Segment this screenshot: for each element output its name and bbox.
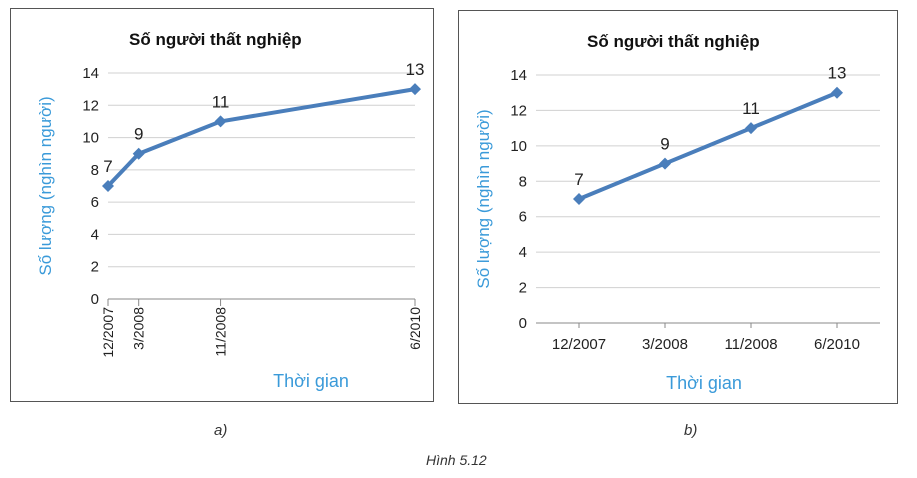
y-tick-label: 0 [519,315,527,332]
series-line [106,87,416,188]
y-axis-title: Số lượng (nghìn người) [36,96,55,275]
y-tick-label: 8 [519,173,527,190]
y-axis-title: Số lượng (nghìn người) [474,109,493,288]
data-point [573,193,585,205]
line-chart-b: 0 2 4 6 8 10 12 14 12/2007 3/2008 11/2008 6/2010 7 9 1… [474,64,880,393]
y-tick-label: 2 [91,259,99,276]
panel-label-a: a) [214,422,228,439]
data-label: 7 [574,170,583,189]
x-tick-label: 6/2010 [814,336,860,353]
y-tick-label: 14 [82,65,99,82]
y-tick-label: 10 [82,130,99,147]
x-tick-label: 11/2008 [724,336,777,353]
chart-panel-b: Số người thất nghiệp 0 2 4 6 8 10 12 14 12/2007 3… [458,10,898,404]
x-tick-label: 3/2008 [642,336,688,353]
x-tick-label: 6/2010 [407,307,423,350]
y-tick-label: 6 [91,194,99,211]
line-chart-a: 0 2 4 6 8 10 12 14 12/2007 3/2008 11/2008 6/2010 7 9 1… [36,60,425,391]
x-tick-label: 12/2007 [100,307,116,358]
x-axis-title: Thời gian [666,373,742,393]
data-label: 11 [212,92,230,111]
data-label: 11 [742,99,760,118]
series-line [578,90,838,201]
data-point [745,122,757,135]
data-point [831,86,843,99]
figure-caption: Hình 5.12 [426,452,487,468]
x-tick-label: 11/2008 [213,307,229,357]
y-tick-label: 10 [510,138,527,155]
data-point [409,83,421,96]
chart-title: Số người thất nghiệp [587,32,760,51]
x-axis-title: Thời gian [273,371,349,391]
data-label: 7 [103,157,112,176]
chart-panel-a: Số người thất nghiệp 0 2 4 6 8 10 12 14 12/2007 3… [10,8,434,402]
data-label: 9 [660,135,669,154]
data-point [659,157,671,170]
data-point [102,180,114,192]
y-tick-label: 4 [91,226,99,243]
y-tick-label: 12 [510,102,527,119]
x-tick-label: 12/2007 [552,336,606,353]
y-tick-label: 12 [82,97,99,114]
y-tick-label: 4 [519,244,527,261]
data-label: 13 [406,60,425,79]
data-label: 9 [134,125,143,144]
x-tick-label: 3/2008 [131,307,147,350]
y-tick-label: 8 [91,162,99,179]
chart-title: Số người thất nghiệp [129,30,302,49]
y-tick-label: 6 [519,209,527,226]
data-label: 13 [828,64,847,83]
data-point [214,115,227,128]
data-point [132,147,145,160]
y-tick-label: 2 [519,280,527,297]
panel-label-b: b) [684,422,698,439]
y-tick-label: 0 [91,291,99,308]
y-tick-label: 14 [510,67,527,84]
